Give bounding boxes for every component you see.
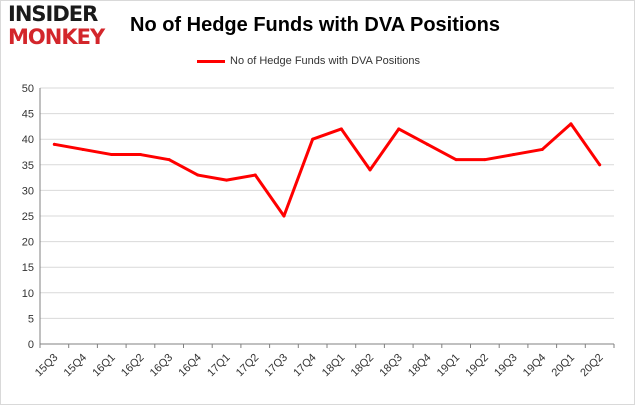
data-point — [81, 147, 85, 151]
x-tick-label: 15Q3 — [33, 352, 61, 380]
y-tick-label: 45 — [22, 109, 34, 121]
data-point — [311, 137, 315, 141]
data-point — [483, 158, 487, 162]
x-tick-label: 16Q1 — [90, 352, 118, 380]
y-tick-label: 35 — [22, 160, 34, 172]
x-tick-label: 16Q2 — [119, 352, 147, 380]
legend-label: No of Hedge Funds with DVA Positions — [230, 55, 420, 67]
data-point — [569, 122, 573, 126]
data-point — [225, 178, 229, 182]
data-point — [339, 127, 343, 131]
x-tick-label: 18Q1 — [320, 352, 348, 380]
logo-text-insider: INSIDER — [8, 2, 98, 26]
data-point — [397, 127, 401, 131]
x-tick-label: 19Q1 — [435, 352, 463, 380]
x-tick-label: 19Q2 — [463, 352, 491, 380]
logo-text-monkey: MONKEY — [8, 25, 105, 49]
x-tick-label: 16Q3 — [148, 352, 176, 380]
series-line — [52, 122, 602, 218]
data-point — [167, 158, 171, 162]
data-point — [454, 158, 458, 162]
data-point — [282, 214, 286, 218]
y-tick-label: 15 — [22, 262, 34, 274]
data-point — [512, 153, 516, 157]
x-tick-label: 18Q2 — [349, 352, 377, 380]
y-tick-label: 20 — [22, 237, 34, 249]
data-point — [52, 142, 56, 146]
y-tick-label: 0 — [28, 339, 34, 351]
data-point — [540, 147, 544, 151]
data-point — [110, 153, 114, 157]
x-tick-label: 15Q4 — [62, 352, 90, 380]
x-tick-label: 17Q2 — [234, 352, 262, 380]
y-tick-label: 5 — [28, 313, 34, 325]
x-tick-label: 16Q4 — [176, 352, 204, 380]
x-tick-label: 19Q4 — [521, 352, 549, 380]
x-tick-label: 17Q1 — [205, 352, 233, 380]
y-tick-label: 25 — [22, 211, 34, 223]
y-tick-label: 10 — [22, 288, 34, 300]
legend-swatch — [197, 60, 225, 63]
x-tick-label: 20Q1 — [550, 352, 578, 380]
x-tick-label: 17Q3 — [263, 352, 291, 380]
chart-title: No of Hedge Funds with DVA Positions — [130, 14, 500, 36]
data-point — [598, 163, 602, 167]
x-tick-label: 20Q2 — [578, 352, 606, 380]
data-point — [253, 173, 257, 177]
y-tick-label: 40 — [22, 134, 34, 146]
x-tick-label: 18Q3 — [377, 352, 405, 380]
y-tick-label: 50 — [22, 83, 34, 95]
x-tick-label: 18Q4 — [406, 352, 434, 380]
x-tick-label: 19Q3 — [492, 352, 520, 380]
data-point — [368, 168, 372, 172]
x-tick-label: 17Q4 — [291, 352, 319, 380]
data-point — [425, 142, 429, 146]
data-point — [138, 153, 142, 157]
y-tick-label: 30 — [22, 185, 34, 197]
data-point — [196, 173, 200, 177]
insider-monkey-logo: INSIDER MONKEY — [8, 4, 120, 50]
